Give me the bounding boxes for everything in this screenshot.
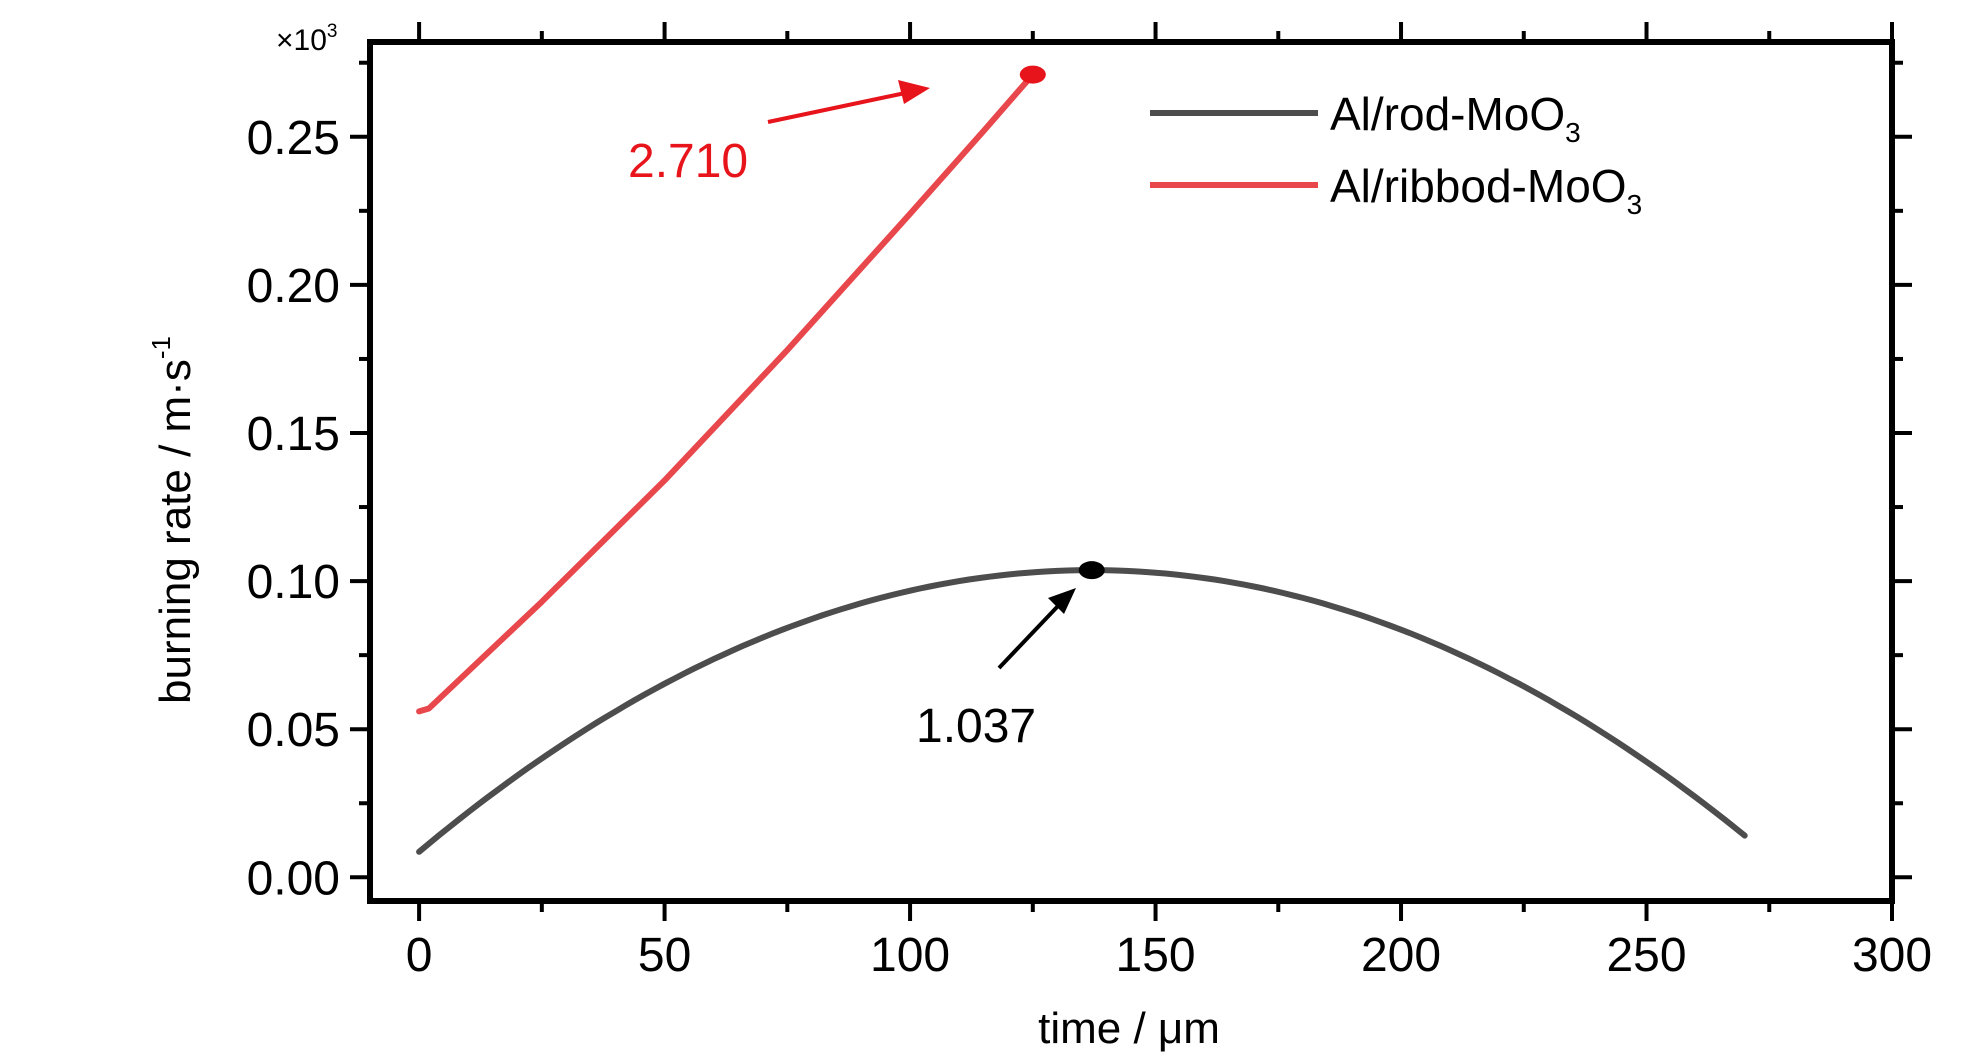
y-multiplier-exponent: 3 [327,21,338,42]
peak-marker-rod [1078,561,1105,580]
y-multiplier-base: ×10 [276,24,327,57]
x-tick-label: 250 [1606,929,1686,982]
annotation-arrowhead-ribbod [898,80,930,104]
y-tick-label: 0.25 [247,112,340,165]
y-multiplier-label: ×103 [276,21,337,57]
y-axis-label-exponent: -1 [146,336,176,359]
x-tick-label: 150 [1116,929,1196,982]
x-tick-label: 100 [870,929,950,982]
annotation-peak-ribbod: 2.710 [628,135,748,188]
y-tick-label: 0.15 [247,408,340,461]
annotation-arrowhead-rod [1048,588,1076,614]
x-tick-label: 300 [1852,929,1932,982]
y-tick-label: 0.10 [247,556,340,609]
y-tick-label: 0.05 [247,704,340,757]
y-axis-label-group: burning rate / m·s-1 [146,336,200,704]
x-axis-label: time / μm [1038,1004,1220,1053]
x-tick-label: 0 [406,929,433,982]
legend-label-ribbod: Al/ribbod-MoO3 [1330,160,1642,220]
plot-area: 0 50 100 150 200 250 300 0.00 0.05 0.10 0.15 0.20 0.… [247,22,1932,982]
x-tick-label: 50 [638,929,691,982]
annotation-arrow-rod [997,604,1060,670]
legend: Al/rod-MoO3 Al/ribbod-MoO3 [1150,88,1642,220]
series-line-ribbod [416,71,1036,715]
svg-text:burning rate / m·s-1: burning rate / m·s-1 [146,336,200,704]
y-tick-label: 0.00 [247,852,340,905]
x-tick-label: 200 [1361,929,1441,982]
series-line-rod [416,567,1748,855]
peak-marker-ribbod [1019,65,1046,84]
y-axis-label: burning rate / m·s [151,359,200,704]
y-tick-label: 0.20 [247,260,340,313]
plot-frame [367,39,1895,904]
legend-label-rod: Al/rod-MoO3 [1330,88,1581,148]
annotation-arrow-ribbod [767,90,911,124]
annotation-peak-rod: 1.037 [916,700,1036,753]
